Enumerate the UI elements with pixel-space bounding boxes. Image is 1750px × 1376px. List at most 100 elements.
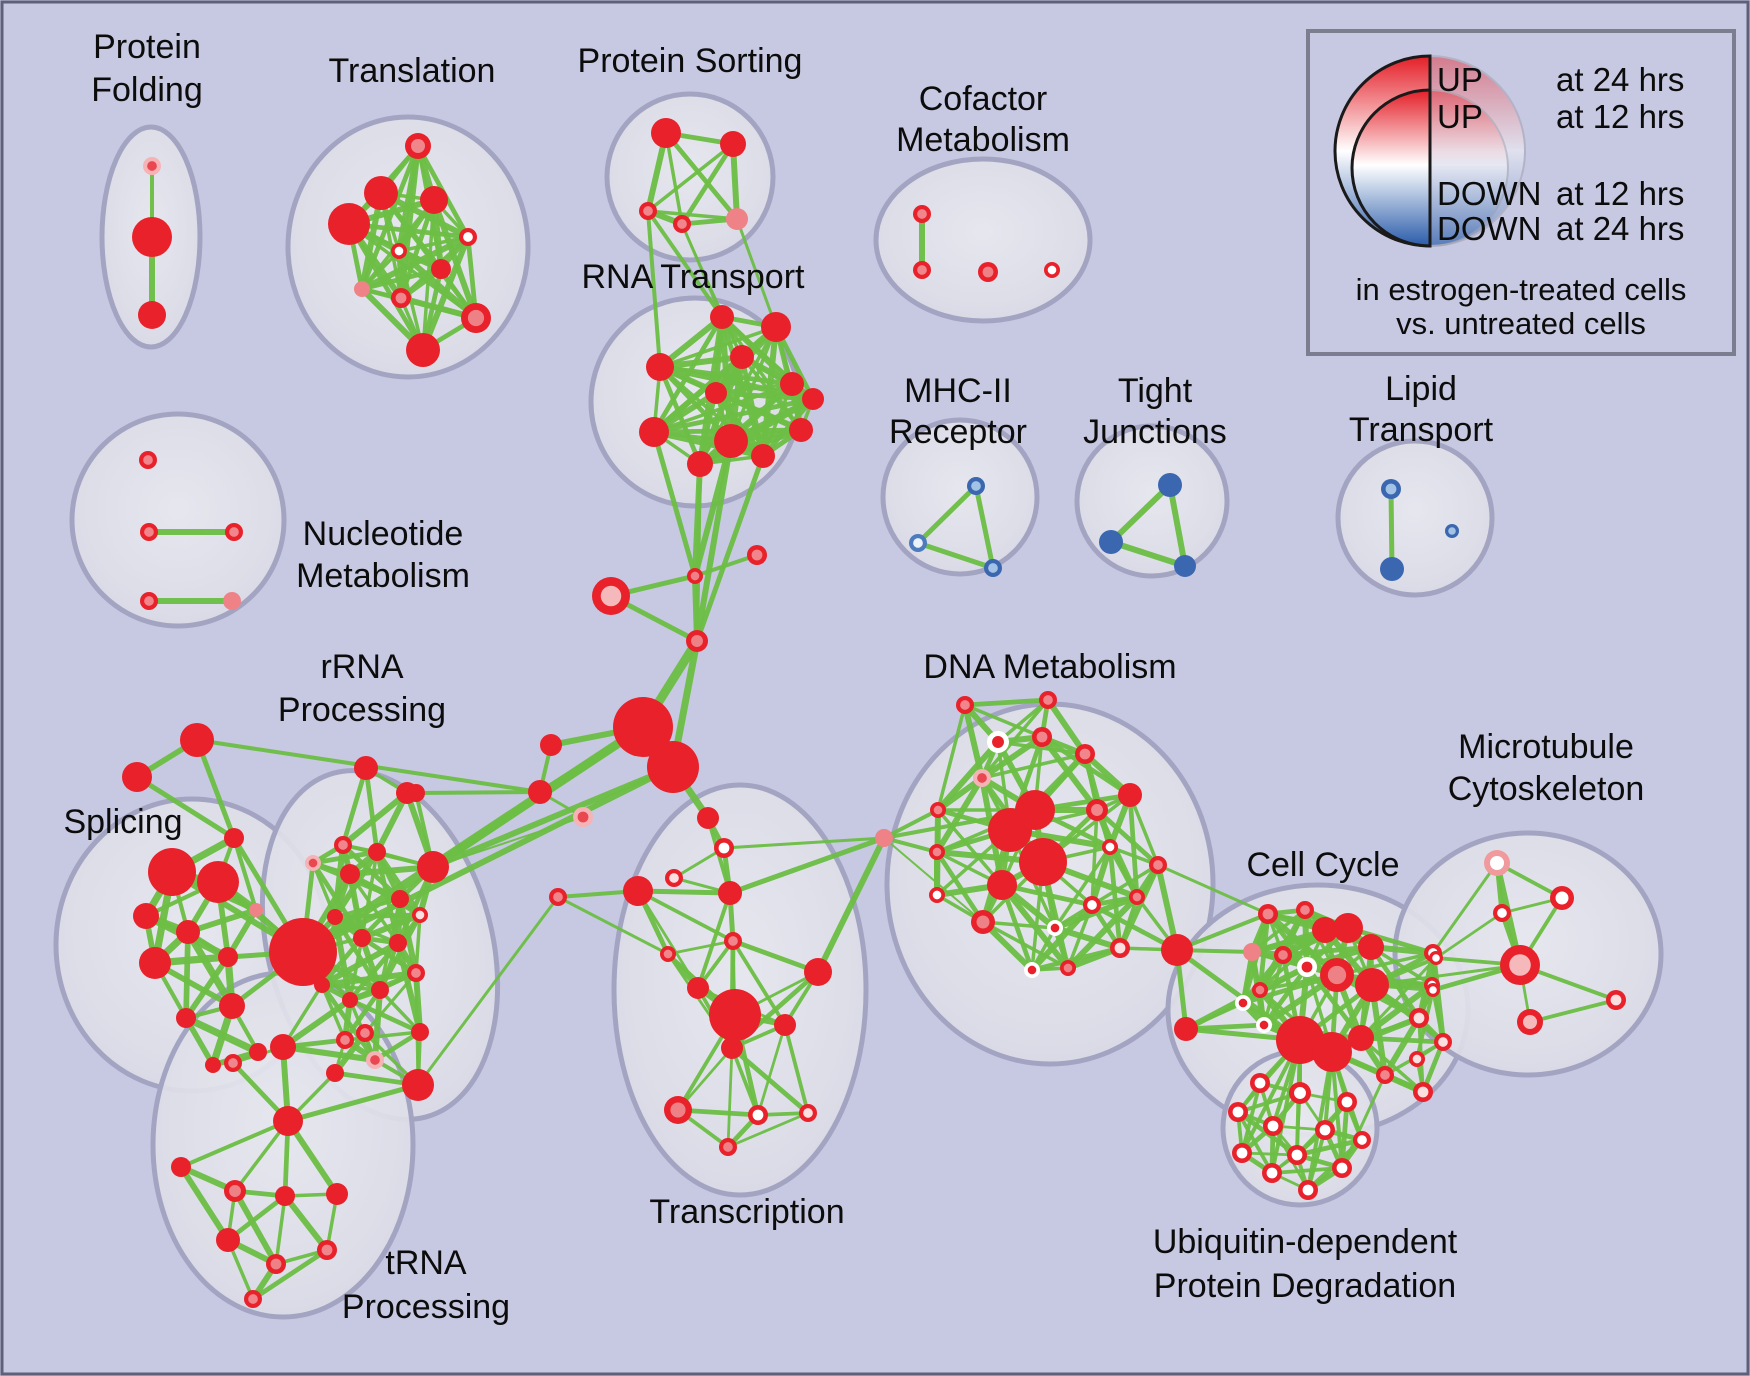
graph-link-edge xyxy=(635,888,733,896)
graph-node-rrna-processing xyxy=(270,1034,296,1060)
graph-node-inner-rrna-processing xyxy=(340,1035,350,1045)
legend-dir-down-24: DOWN xyxy=(1437,210,1541,247)
graph-node-inner-ubiquitin-degradation xyxy=(1302,1184,1314,1196)
graph-edge-translation xyxy=(346,221,426,353)
graph-edge-transcription xyxy=(783,1023,810,1115)
graph-node-rna-transport xyxy=(789,418,813,442)
graph-link-edge xyxy=(696,891,732,990)
graph-node-inner-dna-metabolism xyxy=(976,915,990,929)
graph-node-inner-transcription xyxy=(663,949,673,959)
graph-node-rna-transport xyxy=(730,345,754,369)
graph-node-translation xyxy=(354,281,370,297)
graph-node-inner-nucleotide-metabolism xyxy=(143,455,153,465)
graph-node-inner-cell-cycle xyxy=(1238,998,1248,1008)
graph-link-edge xyxy=(1340,1073,1387,1170)
graph-node-inner-cofactor-metabolism xyxy=(1047,265,1057,275)
graph-node-transcription xyxy=(623,876,653,906)
graph-edge-cell-cycle xyxy=(1261,964,1310,1028)
graph-node-tight-junctions xyxy=(1174,555,1196,577)
graph-node-inner-microtubule-cytoskeleton xyxy=(1489,855,1505,871)
graph-edge-rrna-processing xyxy=(319,970,419,988)
graph-edge-rrna-processing xyxy=(378,988,422,1034)
graph-node-inner-cell-cycle xyxy=(1262,908,1274,920)
graph-node-rrna-processing xyxy=(354,756,378,780)
graph-node-inner-rrna-processing xyxy=(411,968,421,978)
graph-node-inner-cell-cycle xyxy=(1380,1070,1390,1080)
graph-node-inner-cofactor-metabolism xyxy=(917,209,927,219)
graph-edge-rna-transport xyxy=(760,396,816,459)
graph-edge-transcription xyxy=(729,1045,811,1116)
graph-edge-rrna-processing xyxy=(359,935,383,993)
graph-node-inner-microtubule-cytoskeleton xyxy=(1509,954,1531,976)
cluster-label-protein-sorting: Protein Sorting xyxy=(578,42,803,80)
graph-edge-transcription xyxy=(730,938,821,975)
graph-node-splicing xyxy=(218,947,238,967)
graph-node-connectors xyxy=(613,697,673,757)
graph-edge-rrna-processing xyxy=(320,983,382,992)
graph-edge-cell-cycle xyxy=(1250,908,1307,954)
graph-node-inner-microtubule-cytoskeleton xyxy=(1555,891,1569,905)
graph-node-splicing xyxy=(148,848,196,896)
graph-node-inner-dna-metabolism xyxy=(1132,892,1142,902)
graph-node-inner-dna-metabolism xyxy=(932,847,942,857)
graph-edge-dna-metabolism xyxy=(1090,863,1160,907)
cluster-label-tight-junctions: Tight Junctions xyxy=(1083,372,1227,451)
legend-time-down-12: at 12 hrs xyxy=(1556,175,1684,212)
graph-node-dna-metabolism xyxy=(1161,934,1193,966)
cluster-label-trna-processing: tRNA Processing xyxy=(342,1244,510,1326)
graph-edge-tight-junctions xyxy=(1108,539,1188,569)
graph-edge-trna-processing xyxy=(282,1193,330,1253)
cluster-label-dna-metabolism: DNA Metabolism xyxy=(923,648,1176,686)
graph-edge-rna-transport xyxy=(740,355,803,432)
graph-edge-translation xyxy=(360,249,401,291)
graph-node-translation xyxy=(420,186,448,214)
graph-node-inner-dna-metabolism xyxy=(1114,942,1126,954)
graph-edge-protein-sorting xyxy=(646,209,739,221)
graph-node-rrna-processing xyxy=(368,843,386,861)
graph-link-edge xyxy=(646,209,662,369)
graph-node-rna-transport xyxy=(646,353,674,381)
graph-node-inner-ubiquitin-degradation xyxy=(1357,1135,1367,1145)
legend: UP at 24 hrs UP at 12 hrs DOWN at 12 hrs… xyxy=(1306,29,1736,356)
graph-node-trna-processing xyxy=(326,1064,344,1082)
graph-edge-rrna-processing xyxy=(319,982,378,1063)
legend-time-down-24: at 24 hrs xyxy=(1556,210,1684,247)
graph-node-inner-connectors xyxy=(553,892,563,902)
graph-edge-trna-processing xyxy=(250,1247,330,1302)
graph-node-inner-connectors xyxy=(691,635,703,647)
graph-node-rna-transport xyxy=(780,372,804,396)
graph-link-edge xyxy=(300,764,676,955)
graph-node-inner-protein-folding xyxy=(147,161,157,171)
graph-node-trna-processing xyxy=(171,1157,191,1177)
graph-node-splicing xyxy=(180,723,214,757)
graph-edge-rrna-processing xyxy=(372,987,383,1063)
graph-node-connectors xyxy=(528,780,552,804)
graph-node-inner-dna-metabolism xyxy=(1036,731,1048,743)
graph-link-edge xyxy=(694,453,766,644)
graph-edge-splicing xyxy=(183,954,231,1021)
graph-node-splicing xyxy=(205,1057,221,1073)
graph-node-inner-dna-metabolism xyxy=(1063,963,1073,973)
graph-node-inner-cell-cycle xyxy=(1438,1037,1448,1047)
graph-node-inner-connectors xyxy=(690,571,700,581)
graph-node-translation xyxy=(431,259,451,279)
graph-edge-dna-metabolism xyxy=(1094,807,1161,868)
graph-link-edge xyxy=(556,895,670,956)
graph-node-transcription xyxy=(709,989,761,1041)
cluster-label-splicing: Splicing xyxy=(63,803,182,841)
cluster-label-cell-cycle: Cell Cycle xyxy=(1246,846,1399,884)
graph-edge-translation xyxy=(431,197,479,321)
graph-node-protein-sorting xyxy=(651,118,681,148)
graph-node-translation xyxy=(328,203,370,245)
graph-edge-trna-processing xyxy=(178,1164,231,1243)
graph-node-inner-mhc-ii-receptor xyxy=(988,563,998,573)
cluster-ellipse-cofactor-metabolism xyxy=(873,156,1093,324)
graph-node-splicing xyxy=(133,903,159,929)
graph-edge-dna-metabolism xyxy=(979,734,1045,781)
graph-node-inner-trna-processing xyxy=(228,1058,238,1068)
graph-edge-translation xyxy=(359,266,444,292)
graph-node-inner-connectors xyxy=(577,811,589,823)
graph-node-inner-ubiquitin-degradation xyxy=(1336,1162,1348,1174)
graph-link-edge xyxy=(735,217,778,329)
